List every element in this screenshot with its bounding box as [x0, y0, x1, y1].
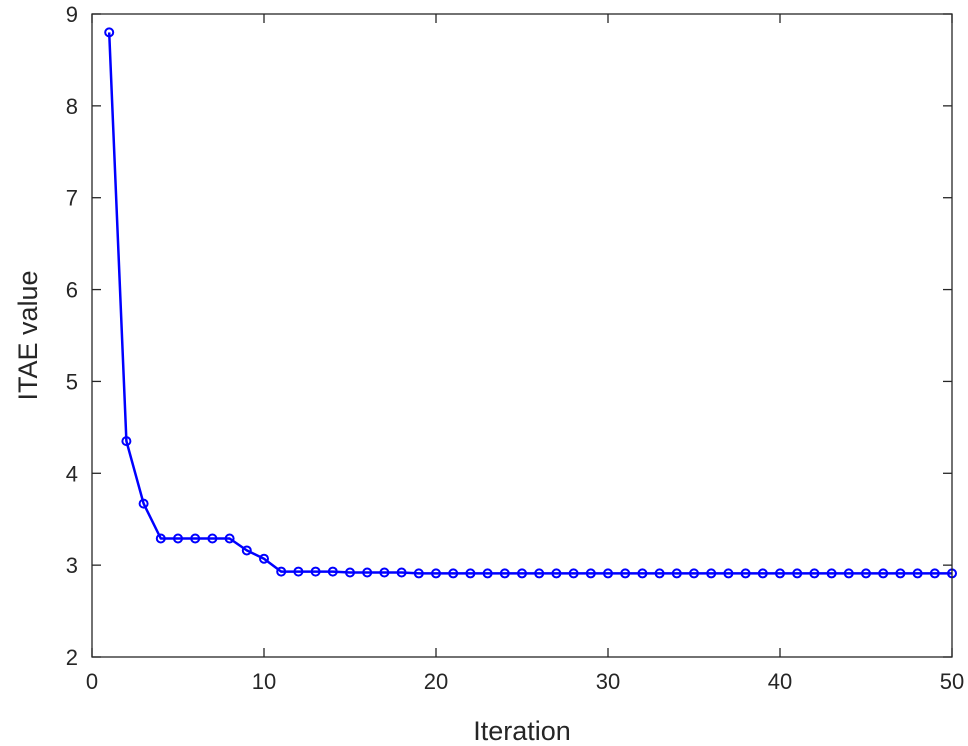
- data-point: [104, 27, 115, 38]
- x-tick-label: 40: [768, 669, 792, 694]
- series-line: [107, 32, 952, 575]
- x-tick-label: 30: [596, 669, 620, 694]
- data-point: [241, 545, 252, 556]
- y-tick-label: 3: [66, 553, 78, 578]
- data-point: [517, 568, 527, 579]
- data-point: [482, 568, 493, 579]
- x-tick-label: 20: [424, 669, 448, 694]
- y-tick-label: 8: [66, 94, 78, 119]
- data-point: [826, 568, 837, 579]
- data-point: [689, 568, 699, 579]
- data-point: [259, 553, 269, 564]
- data-point: [190, 533, 201, 544]
- data-point: [792, 568, 803, 579]
- data-point: [585, 568, 596, 579]
- data-point: [155, 533, 166, 544]
- data-point: [362, 567, 373, 578]
- x-tick-label: 10: [252, 669, 276, 694]
- data-point: [396, 567, 407, 578]
- data-point: [603, 568, 613, 579]
- y-tick-label: 5: [66, 369, 78, 394]
- data-point: [345, 567, 355, 578]
- data-point: [861, 568, 871, 579]
- data-point: [431, 568, 441, 579]
- data-point: [413, 568, 424, 579]
- data-point: [809, 568, 820, 579]
- data-point: [757, 568, 768, 579]
- y-tick-label: 6: [66, 278, 78, 303]
- data-point: [775, 568, 785, 579]
- data-point: [912, 568, 923, 579]
- data-point: [276, 566, 287, 577]
- x-axis-label: Iteration: [473, 716, 571, 746]
- data-point: [207, 533, 218, 544]
- data-point: [448, 568, 459, 579]
- data-point: [895, 568, 906, 579]
- y-tick-label: 2: [66, 645, 78, 670]
- data-point: [379, 567, 390, 578]
- x-tick-label: 0: [86, 669, 98, 694]
- plot-frame: [91, 13, 953, 658]
- data-point: [637, 568, 648, 579]
- y-tick-label: 9: [66, 2, 78, 27]
- data-point: [327, 566, 338, 577]
- data-point: [465, 568, 476, 579]
- data-point: [173, 533, 183, 544]
- data-point: [843, 568, 854, 579]
- data-point: [654, 568, 665, 579]
- y-tick-label: 7: [66, 186, 78, 211]
- y-tick-label: 4: [66, 461, 78, 486]
- data-point: [121, 436, 132, 447]
- data-point: [671, 568, 682, 579]
- data-point: [551, 568, 562, 579]
- data-point: [310, 566, 321, 577]
- data-point: [293, 566, 304, 577]
- data-point: [706, 568, 717, 579]
- data-point: [878, 568, 889, 579]
- data-point: [568, 568, 579, 579]
- data-point: [499, 568, 510, 579]
- data-point: [534, 568, 545, 579]
- ticks-layer: 0 10 20 30 40 50 2 3 4 5 6 7 8 9: [66, 2, 964, 694]
- x-tick-label: 50: [940, 669, 964, 694]
- y-axis-label: ITAE value: [13, 270, 43, 400]
- data-point: [224, 533, 235, 544]
- data-point: [740, 568, 751, 579]
- data-point: [620, 568, 631, 579]
- series-layer: [104, 27, 957, 579]
- data-point: [929, 568, 940, 579]
- data-point: [723, 568, 734, 579]
- data-point: [138, 498, 149, 509]
